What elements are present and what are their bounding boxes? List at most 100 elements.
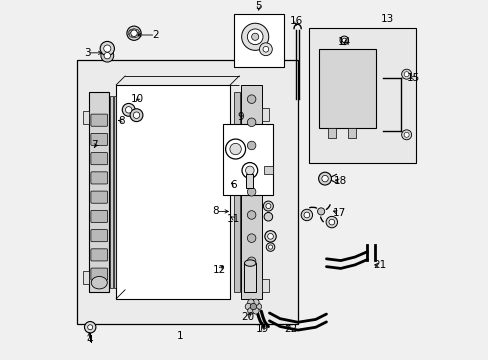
Circle shape: [128, 31, 133, 36]
Circle shape: [84, 321, 96, 333]
Text: 2: 2: [152, 30, 159, 40]
Bar: [89, 92, 109, 292]
Circle shape: [101, 49, 114, 62]
Bar: [83, 271, 89, 284]
Circle shape: [126, 26, 141, 40]
Text: 22: 22: [284, 324, 297, 334]
Circle shape: [241, 23, 268, 50]
Circle shape: [122, 103, 135, 116]
Circle shape: [252, 299, 259, 305]
Circle shape: [255, 303, 261, 310]
FancyBboxPatch shape: [91, 172, 107, 184]
Circle shape: [129, 32, 134, 37]
Bar: [83, 111, 89, 124]
Bar: [264, 166, 272, 174]
Bar: [347, 128, 355, 138]
Circle shape: [404, 72, 408, 77]
Circle shape: [247, 257, 255, 266]
Circle shape: [301, 209, 312, 221]
Circle shape: [247, 234, 255, 242]
Text: 4: 4: [86, 335, 93, 345]
Circle shape: [247, 308, 254, 314]
Circle shape: [325, 216, 337, 228]
Circle shape: [104, 53, 110, 59]
Bar: [233, 14, 283, 67]
Circle shape: [247, 188, 255, 196]
Circle shape: [247, 118, 255, 127]
FancyBboxPatch shape: [91, 268, 107, 280]
Circle shape: [404, 132, 408, 137]
FancyBboxPatch shape: [91, 249, 107, 261]
FancyArrowPatch shape: [309, 207, 316, 208]
Circle shape: [263, 46, 268, 52]
Ellipse shape: [91, 276, 107, 289]
Circle shape: [247, 165, 255, 173]
Circle shape: [103, 45, 111, 52]
Bar: [116, 85, 230, 299]
Bar: [244, 263, 255, 292]
Circle shape: [342, 38, 346, 42]
Circle shape: [131, 28, 136, 33]
FancyArrowPatch shape: [320, 217, 323, 222]
Circle shape: [247, 95, 255, 103]
Circle shape: [131, 30, 137, 36]
Circle shape: [401, 130, 411, 140]
FancyBboxPatch shape: [91, 114, 107, 126]
Bar: [241, 85, 262, 299]
Circle shape: [401, 69, 411, 79]
Bar: [327, 128, 335, 138]
Text: 16: 16: [289, 16, 302, 26]
Text: 9: 9: [237, 112, 244, 122]
Text: 10: 10: [131, 94, 144, 104]
Circle shape: [251, 33, 258, 40]
Circle shape: [247, 29, 263, 45]
Text: 14: 14: [337, 37, 350, 47]
Bar: [319, 49, 376, 128]
Circle shape: [263, 201, 273, 211]
Circle shape: [247, 280, 255, 289]
Circle shape: [131, 33, 136, 38]
Text: 20: 20: [241, 311, 254, 321]
Text: 12: 12: [212, 265, 226, 275]
Circle shape: [264, 231, 276, 242]
FancyBboxPatch shape: [91, 153, 107, 165]
Circle shape: [130, 109, 142, 122]
Text: 8: 8: [212, 206, 219, 216]
FancyBboxPatch shape: [91, 210, 107, 222]
Bar: [110, 96, 113, 288]
Circle shape: [328, 219, 334, 225]
Circle shape: [135, 31, 140, 36]
Text: 1: 1: [177, 331, 183, 341]
Circle shape: [125, 107, 132, 113]
Circle shape: [245, 166, 254, 175]
Circle shape: [133, 112, 140, 118]
Circle shape: [259, 43, 272, 56]
Bar: [223, 124, 272, 195]
Circle shape: [247, 211, 255, 219]
Circle shape: [317, 208, 324, 215]
Circle shape: [242, 163, 257, 178]
Circle shape: [252, 308, 259, 314]
Circle shape: [265, 203, 270, 208]
Circle shape: [225, 139, 245, 159]
Circle shape: [321, 175, 327, 182]
Text: 7: 7: [91, 140, 98, 150]
Circle shape: [267, 234, 273, 239]
Text: 17: 17: [332, 208, 345, 218]
Circle shape: [247, 141, 255, 150]
Ellipse shape: [244, 260, 255, 266]
Circle shape: [304, 212, 309, 218]
Circle shape: [265, 243, 274, 251]
Text: 13: 13: [380, 14, 393, 24]
Circle shape: [339, 36, 348, 45]
Circle shape: [264, 212, 272, 221]
Text: 18: 18: [333, 176, 346, 186]
Circle shape: [244, 303, 251, 310]
Circle shape: [229, 143, 241, 155]
FancyArrowPatch shape: [325, 205, 329, 210]
Circle shape: [250, 303, 256, 310]
Bar: [114, 96, 116, 288]
Circle shape: [268, 245, 272, 249]
Text: 19: 19: [255, 324, 268, 334]
Bar: [77, 60, 297, 324]
